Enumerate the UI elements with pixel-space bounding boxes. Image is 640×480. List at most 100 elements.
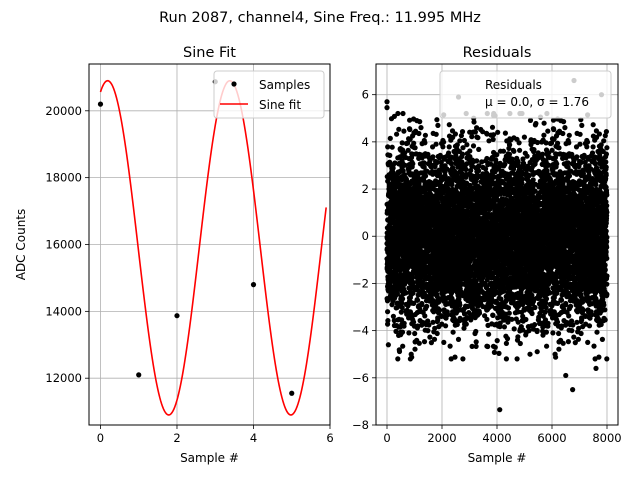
residual-point bbox=[473, 343, 479, 349]
residual-point bbox=[489, 124, 496, 130]
residual-point bbox=[392, 160, 398, 166]
sample-point bbox=[174, 313, 180, 319]
residual-point bbox=[485, 343, 491, 350]
residual-point bbox=[412, 145, 418, 151]
sine-fit-y-tick-label: 14000 bbox=[45, 304, 82, 318]
legend-samples-label: Samples bbox=[259, 78, 310, 92]
residual-point bbox=[517, 340, 523, 347]
sample-point bbox=[250, 282, 257, 288]
residual-point bbox=[416, 340, 422, 346]
residual-point bbox=[430, 144, 436, 150]
residual-point bbox=[467, 148, 473, 154]
residual-point bbox=[412, 330, 418, 337]
residual-point bbox=[507, 142, 513, 148]
residual-point bbox=[502, 130, 508, 136]
sine-fit-y-tick-label: 18000 bbox=[45, 171, 82, 185]
sample-point bbox=[289, 390, 295, 396]
residual-point bbox=[473, 339, 479, 345]
residual-point bbox=[400, 296, 406, 302]
sine-fit-x-label: Sample # bbox=[180, 451, 239, 465]
residual-point bbox=[435, 317, 441, 323]
residual-point bbox=[504, 336, 511, 342]
residual-point bbox=[503, 356, 509, 362]
residual-point bbox=[435, 122, 441, 128]
residual-point bbox=[434, 117, 440, 123]
sine-fit-x-tick-label: 4 bbox=[250, 431, 257, 445]
residual-point bbox=[457, 138, 463, 144]
residual-point bbox=[424, 303, 430, 309]
residuals-panel: Residuals 0 2000 4000 6000 8000 −8−6−4−20246… bbox=[352, 45, 622, 465]
residual-point bbox=[395, 110, 401, 117]
residual-point bbox=[450, 329, 456, 335]
residual-point bbox=[490, 136, 496, 142]
residual-point bbox=[416, 181, 422, 187]
residual-point bbox=[476, 146, 482, 152]
residual-point bbox=[432, 182, 439, 188]
residual-point bbox=[430, 319, 436, 325]
residual-point bbox=[394, 291, 400, 297]
residual-point bbox=[405, 140, 411, 146]
residual-point bbox=[387, 135, 393, 141]
residual-point bbox=[491, 349, 497, 355]
sine-fit-y-tick-label: 20000 bbox=[45, 104, 82, 118]
residual-point bbox=[402, 162, 408, 168]
residual-point bbox=[419, 300, 425, 307]
residual-point bbox=[400, 343, 406, 349]
residual-point bbox=[476, 168, 482, 174]
residual-point bbox=[446, 144, 452, 150]
residual-point bbox=[469, 134, 475, 140]
sine-fit-x-tick-label: 6 bbox=[326, 431, 333, 445]
residual-point bbox=[421, 160, 427, 166]
residual-point bbox=[501, 324, 507, 330]
residual-point bbox=[387, 159, 393, 165]
residual-point bbox=[441, 139, 447, 145]
sine-fit-curve bbox=[99, 79, 327, 416]
residual-point bbox=[385, 309, 391, 315]
residual-point bbox=[422, 313, 428, 319]
residual-point bbox=[425, 328, 431, 334]
residual-point bbox=[437, 307, 443, 313]
residual-point bbox=[410, 275, 416, 281]
residual-point bbox=[396, 126, 402, 132]
residual-point bbox=[430, 154, 436, 160]
residual-point bbox=[509, 316, 515, 322]
residual-point bbox=[452, 131, 458, 137]
residual-point bbox=[475, 135, 481, 141]
residual-point bbox=[403, 290, 409, 296]
residual-point bbox=[514, 356, 520, 362]
residual-point bbox=[511, 148, 517, 154]
residual-point bbox=[389, 144, 395, 150]
residual-point bbox=[400, 168, 406, 174]
figure-title: Run 2087, channel4, Sine Freq.: 11.995 M… bbox=[159, 10, 481, 26]
residual-point bbox=[500, 148, 507, 154]
residual-point bbox=[440, 144, 446, 150]
residual-point bbox=[506, 151, 513, 157]
residual-point bbox=[387, 152, 393, 158]
residual-point bbox=[390, 313, 396, 319]
residual-point bbox=[433, 141, 439, 147]
residual-point bbox=[427, 334, 433, 340]
residual-point bbox=[515, 334, 521, 340]
residual-point bbox=[412, 346, 418, 352]
residual-point bbox=[494, 338, 500, 344]
sine-fit-legend-box bbox=[213, 70, 325, 119]
sine-fit-title: Sine Fit bbox=[183, 45, 236, 61]
residual-point bbox=[511, 326, 517, 332]
residual-point bbox=[416, 130, 422, 137]
residual-point bbox=[428, 340, 434, 346]
residual-point bbox=[402, 150, 408, 156]
sine-fit-legend: Samples Sine fit bbox=[213, 70, 325, 119]
residual-point bbox=[396, 348, 403, 355]
residual-point bbox=[385, 318, 391, 324]
sine-fit-y-label: ADC Counts bbox=[14, 209, 28, 281]
residual-point bbox=[399, 304, 405, 311]
residuals-title: Residuals bbox=[463, 45, 532, 61]
residual-point bbox=[400, 110, 406, 117]
legend-samples-marker bbox=[231, 81, 237, 87]
residual-point bbox=[446, 122, 452, 128]
residual-point bbox=[432, 325, 438, 331]
residual-point bbox=[505, 305, 512, 311]
residual-point bbox=[405, 303, 411, 309]
